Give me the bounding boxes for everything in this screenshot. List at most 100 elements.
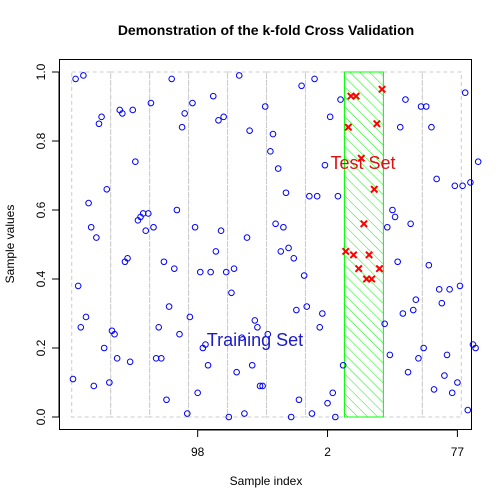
test-point — [349, 250, 358, 259]
training-point — [282, 189, 290, 197]
training-point — [254, 324, 261, 331]
training-point — [272, 220, 279, 228]
training-point — [217, 227, 225, 234]
training-point — [448, 389, 456, 397]
training-point — [181, 110, 188, 117]
training-point — [420, 344, 427, 352]
training-point — [269, 130, 277, 138]
training-point — [456, 282, 464, 290]
training-point — [243, 234, 251, 241]
fold-boxes — [71, 71, 462, 418]
fold-box — [421, 71, 462, 418]
training-point — [446, 286, 453, 293]
y-tick-label: 0.0 — [34, 408, 48, 425]
training-point — [399, 310, 407, 317]
training-point — [202, 341, 209, 348]
training-point — [246, 127, 253, 134]
test-point — [378, 85, 386, 94]
training-point — [459, 182, 466, 190]
fold-box — [149, 71, 190, 418]
test-point-stroke — [359, 219, 368, 228]
training-point — [407, 220, 414, 228]
training-point — [160, 258, 168, 266]
test-point-stroke — [370, 185, 379, 194]
x-tick-label: 2 — [324, 445, 331, 459]
test-point-stroke — [367, 275, 376, 283]
training-point — [290, 254, 298, 262]
fold-box — [71, 71, 112, 418]
test-point — [359, 219, 368, 228]
training-point — [158, 355, 165, 362]
training-point — [186, 313, 194, 321]
training-point — [98, 113, 105, 121]
training-point — [435, 286, 443, 293]
test-point-stroke — [354, 264, 363, 273]
test-points — [341, 85, 386, 283]
training-point — [389, 206, 396, 214]
training-point — [129, 106, 137, 114]
test-point — [375, 264, 384, 273]
test-point-stroke — [341, 247, 350, 256]
training-point — [85, 199, 92, 207]
training-point — [196, 268, 204, 276]
training-point — [235, 72, 243, 79]
training-point — [404, 368, 412, 376]
test-point — [354, 264, 363, 273]
x-tick-label: 77 — [451, 445, 465, 459]
training-point — [230, 265, 238, 272]
training-point — [303, 303, 311, 310]
fold-box — [227, 71, 267, 418]
training-point — [106, 379, 113, 386]
y-tick-label: 0.8 — [34, 132, 48, 149]
test-point-stroke — [372, 119, 381, 128]
training-point — [119, 110, 126, 117]
training-point — [173, 206, 181, 214]
x-axis: 98 2 77 — [191, 429, 465, 459]
training-point — [285, 244, 292, 252]
test-point-stroke — [378, 85, 386, 94]
training-point — [381, 320, 388, 328]
training-point — [422, 103, 430, 110]
test-set-annotation: Test Set — [330, 153, 395, 173]
test-point — [365, 250, 374, 259]
training-point — [194, 389, 201, 397]
training-point — [433, 175, 440, 183]
training-point — [461, 89, 469, 96]
training-point — [220, 113, 227, 121]
training-point — [412, 296, 420, 304]
training-point — [204, 361, 212, 369]
training-point — [251, 317, 259, 324]
training-points — [69, 72, 482, 421]
training-point — [383, 223, 391, 231]
chart-title: Demonstration of the k-fold Cross Valida… — [118, 22, 414, 38]
test-point — [341, 247, 350, 256]
training-point — [261, 103, 269, 110]
training-point — [386, 351, 394, 359]
x-tick-label: 98 — [191, 445, 205, 459]
test-point — [370, 185, 379, 194]
training-point — [308, 410, 316, 417]
training-point — [472, 344, 479, 352]
test-point-stroke — [375, 264, 384, 273]
training-point — [142, 227, 150, 234]
training-point — [72, 75, 79, 83]
training-point — [319, 310, 326, 317]
training-point — [474, 158, 482, 165]
training-point — [126, 358, 134, 366]
x-axis-label: Sample index — [230, 474, 303, 488]
training-point — [454, 379, 461, 386]
training-point — [87, 223, 95, 231]
training-point — [90, 382, 98, 390]
y-tick-label: 1.0 — [34, 63, 48, 80]
training-point — [316, 324, 324, 331]
fold-box — [110, 71, 151, 418]
training-point — [168, 75, 175, 83]
test-point — [357, 154, 366, 163]
training-point — [228, 289, 235, 297]
training-point — [425, 261, 433, 269]
training-point — [274, 165, 282, 172]
training-point — [287, 413, 295, 421]
training-point — [430, 386, 438, 393]
training-point — [438, 299, 446, 307]
training-point — [464, 406, 472, 414]
